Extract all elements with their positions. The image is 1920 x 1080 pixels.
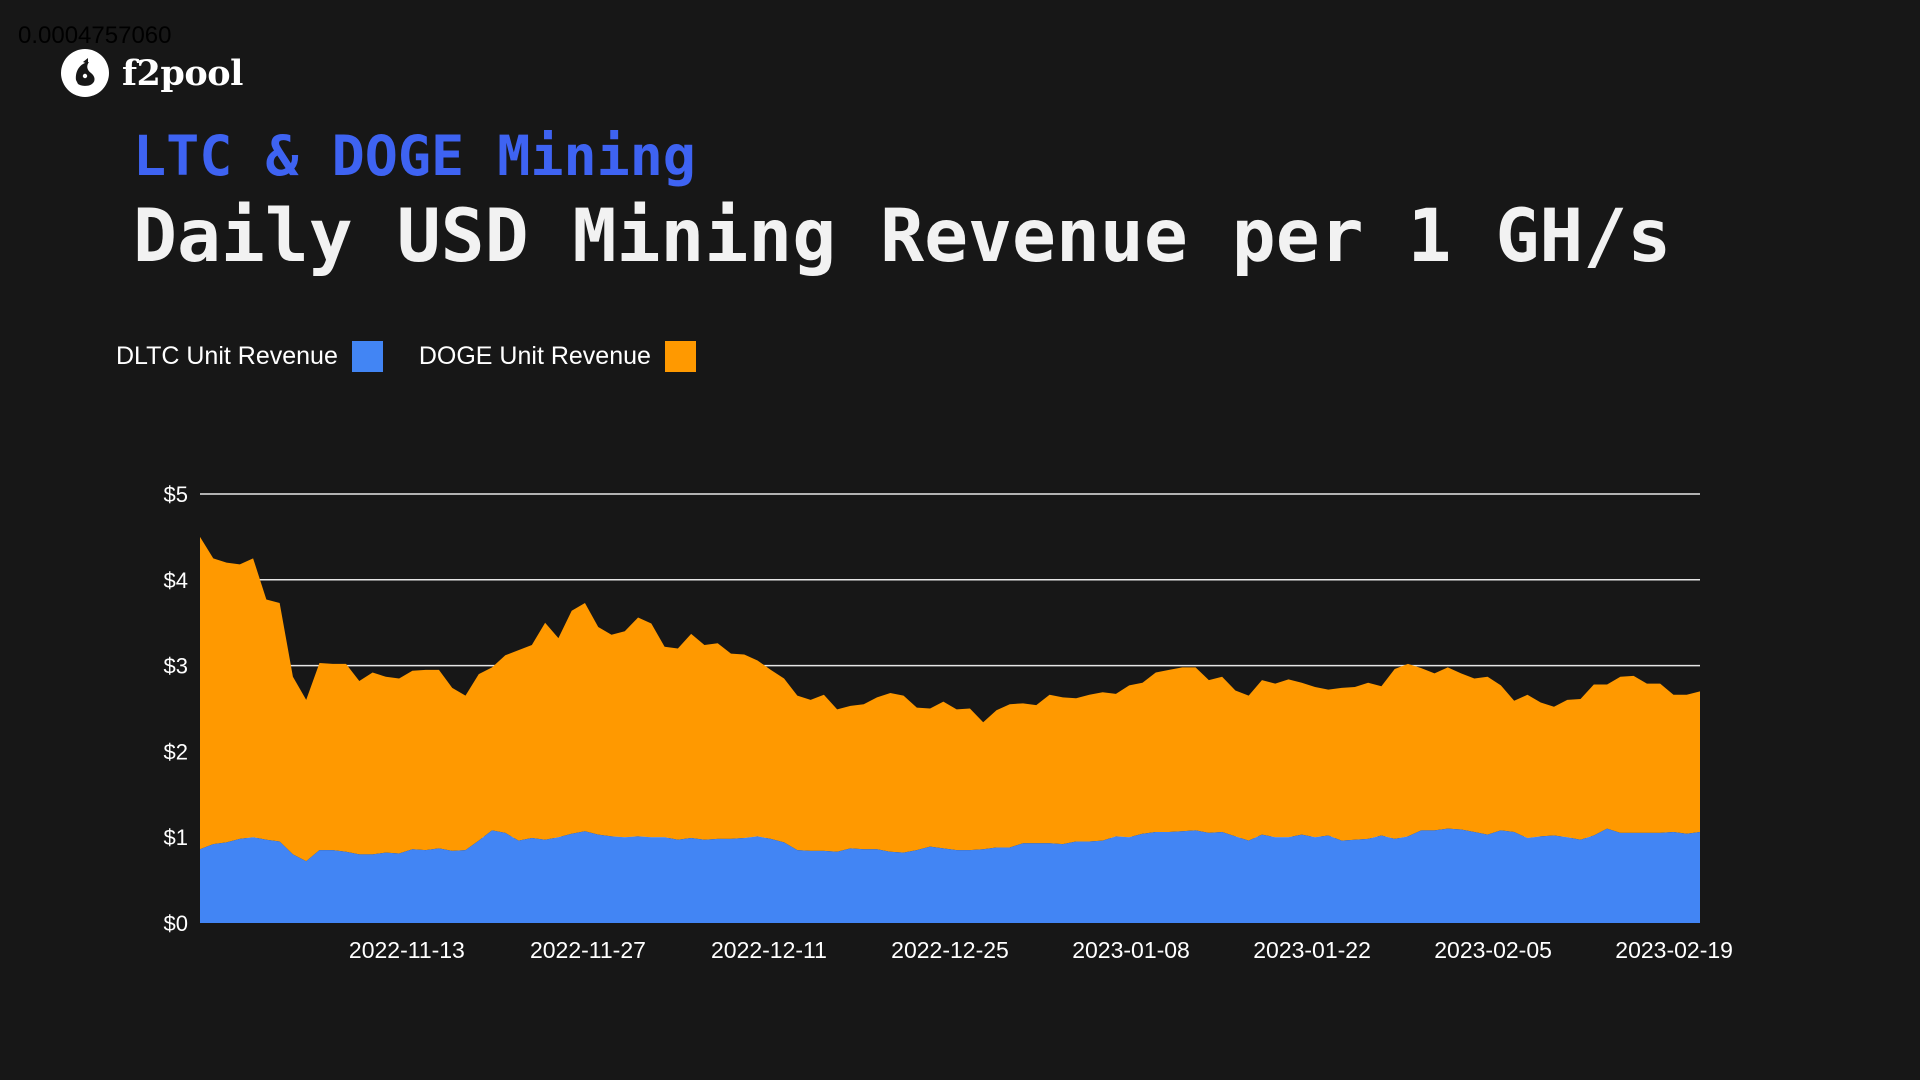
y-tick-label: $3 [164, 654, 188, 679]
y-tick-label: $5 [164, 482, 188, 507]
doge-revenue-area [200, 536, 1700, 862]
x-tick-label: 2022-12-11 [711, 937, 827, 963]
legend-label-doge: DOGE Unit Revenue [418, 342, 651, 370]
legend-item-ltc: DLTC Unit Revenue [116, 341, 383, 372]
chart-legend: DLTC Unit Revenue DOGE Unit Revenue [116, 341, 732, 372]
y-tick-label: $4 [164, 568, 188, 593]
x-tick-label: 2023-01-22 [1253, 937, 1371, 963]
x-tick-label: 2023-02-05 [1434, 937, 1552, 963]
legend-swatch-doge [664, 341, 696, 372]
brand-logo: f2pool [61, 49, 243, 97]
ltc-revenue-area [200, 828, 1700, 923]
f2pool-fish-logo-icon [61, 49, 109, 97]
y-tick-label: $0 [164, 911, 188, 936]
corner-value-readout: 0.0004757060 [18, 22, 172, 49]
x-tick-label: 2023-02-19 [1615, 937, 1733, 963]
brand-name: f2pool [122, 52, 243, 94]
chart-title: Daily USD Mining Revenue per 1 GH/s [133, 194, 1672, 279]
legend-item-doge: DOGE Unit Revenue [419, 341, 696, 372]
legend-swatch-ltc [351, 341, 383, 372]
x-tick-label: 2022-12-25 [891, 937, 1009, 963]
x-tick-label: 2022-11-27 [530, 937, 646, 963]
y-tick-label: $1 [164, 825, 188, 850]
x-tick-label: 2022-11-13 [349, 937, 465, 963]
legend-label-ltc: DLTC Unit Revenue [116, 342, 338, 370]
x-tick-label: 2023-01-08 [1072, 937, 1190, 963]
y-tick-label: $2 [164, 739, 188, 764]
chart-subtitle: LTC & DOGE Mining [133, 124, 696, 188]
